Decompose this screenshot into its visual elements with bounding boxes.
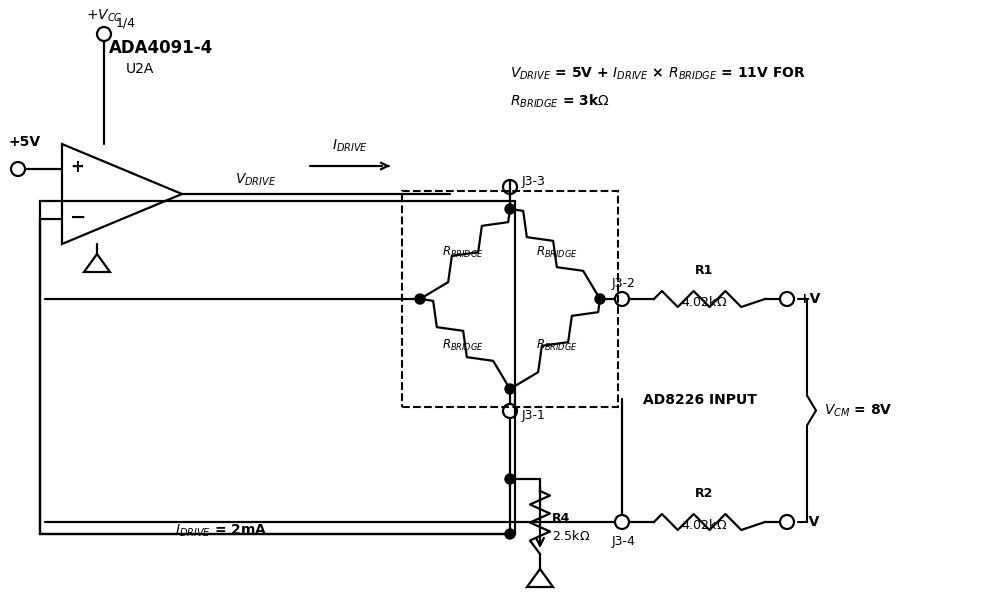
- Circle shape: [505, 529, 515, 539]
- Text: J3-1: J3-1: [522, 409, 546, 423]
- Text: $I_{DRIVE}$ = 2mA: $I_{DRIVE}$ = 2mA: [175, 523, 267, 539]
- Circle shape: [505, 474, 515, 484]
- Text: −V: −V: [798, 515, 820, 529]
- Text: R4: R4: [552, 513, 571, 526]
- Text: R2: R2: [695, 487, 713, 500]
- Text: 2.5k$\Omega$: 2.5k$\Omega$: [552, 529, 590, 543]
- Text: AD8226 INPUT: AD8226 INPUT: [643, 393, 757, 407]
- Text: +: +: [70, 158, 83, 176]
- Text: $R_{BRIDGE}$: $R_{BRIDGE}$: [536, 245, 578, 260]
- Text: R1: R1: [695, 264, 713, 277]
- Text: $+V_{CC}$: $+V_{CC}$: [85, 7, 122, 24]
- Text: U2A: U2A: [126, 62, 154, 76]
- Text: 4.02k$\Omega$: 4.02k$\Omega$: [681, 518, 727, 532]
- Text: $R_{BRIDGE}$ = 3k$\Omega$: $R_{BRIDGE}$ = 3k$\Omega$: [510, 93, 609, 110]
- Bar: [40, 201, 515, 534]
- Text: +5V: +5V: [8, 135, 40, 149]
- Text: $V_{DRIVE}$: $V_{DRIVE}$: [235, 172, 276, 188]
- Circle shape: [505, 384, 515, 394]
- Text: 1/4: 1/4: [116, 17, 136, 30]
- Text: $R_{BRIDGE}$: $R_{BRIDGE}$: [442, 245, 484, 260]
- Text: J3-2: J3-2: [612, 276, 636, 289]
- Bar: [402, 191, 618, 407]
- Text: J3-4: J3-4: [612, 535, 636, 549]
- Text: $R_{BRIDGE}$: $R_{BRIDGE}$: [536, 338, 578, 353]
- Circle shape: [415, 294, 425, 304]
- Text: J3-3: J3-3: [522, 175, 546, 189]
- Text: $V_{DRIVE}$ = 5V + $I_{DRIVE}$ × $R_{BRIDGE}$ = 11V FOR: $V_{DRIVE}$ = 5V + $I_{DRIVE}$ × $R_{BRI…: [510, 66, 806, 82]
- Text: ADA4091-4: ADA4091-4: [109, 39, 214, 57]
- Text: −: −: [70, 208, 86, 227]
- Circle shape: [505, 204, 515, 214]
- Text: $V_{CM}$ = 8V: $V_{CM}$ = 8V: [824, 403, 893, 419]
- Text: 4.02k$\Omega$: 4.02k$\Omega$: [681, 295, 727, 309]
- Text: +V: +V: [798, 292, 820, 306]
- Text: $I_{DRIVE}$: $I_{DRIVE}$: [332, 138, 368, 154]
- Text: $R_{BRIDGE}$: $R_{BRIDGE}$: [442, 338, 484, 353]
- Circle shape: [595, 294, 605, 304]
